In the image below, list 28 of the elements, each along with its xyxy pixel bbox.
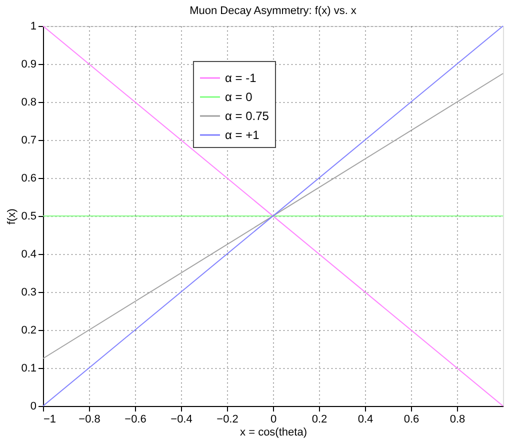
y-tick-label: 0.9: [21, 58, 36, 70]
y-tick-label: 0.8: [21, 96, 36, 108]
x-tick-label: −0.6: [124, 414, 146, 426]
y-tick-label: 0.3: [21, 286, 36, 298]
x-tick-label: 0.2: [312, 414, 328, 426]
legend-label: α = +1: [225, 128, 260, 142]
chart-title: Muon Decay Asymmetry: f(x) vs. x: [190, 5, 357, 17]
x-tick-label: 0: [270, 414, 277, 426]
x-axis-title: x = cos(theta): [240, 426, 307, 438]
y-tick-label: 1: [30, 20, 36, 32]
legend-label: α = -1: [225, 71, 257, 85]
x-tick-label: 0.6: [404, 414, 420, 426]
x-tick-label: −0.2: [216, 414, 238, 426]
y-tick-label: 0.5: [21, 210, 36, 222]
y-tick-label: 0: [30, 400, 36, 412]
x-tick-label: −0.8: [78, 414, 100, 426]
legend-label: α = 0: [225, 90, 253, 104]
y-axis-title: f(x): [6, 208, 18, 224]
y-tick-label: 0.4: [21, 248, 36, 260]
x-tick-label: 0.8: [450, 414, 466, 426]
x-tick-label: 0.4: [358, 414, 374, 426]
x-tick-label: −1: [44, 414, 56, 426]
y-tick-label: 0.6: [21, 172, 36, 184]
y-tick-label: 0.1: [21, 362, 36, 374]
y-tick-label: 0.2: [21, 324, 36, 336]
x-tick-label: −0.4: [170, 414, 192, 426]
legend-label: α = 0.75: [225, 109, 270, 123]
y-tick-label: 0.7: [21, 134, 36, 146]
